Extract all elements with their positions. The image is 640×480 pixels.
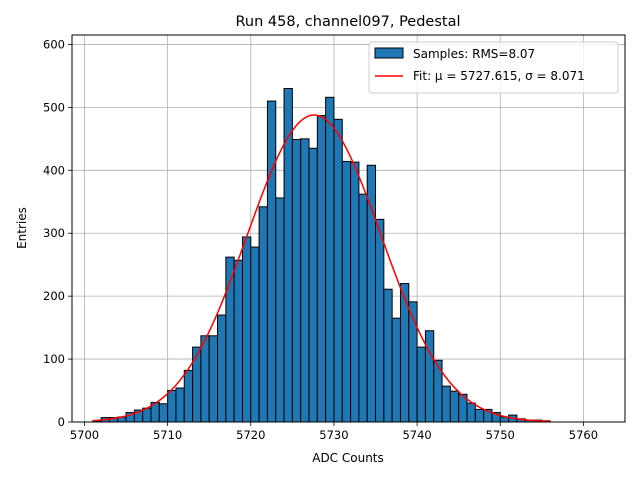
y-tick-label: 100 [43, 352, 65, 366]
histogram-bar [308, 147, 318, 423]
histogram-bar [217, 314, 227, 423]
histogram-bar [341, 160, 352, 423]
x-tick-label: 5760 [569, 428, 598, 442]
histogram-bar [350, 161, 360, 423]
y-tick-label: 0 [58, 415, 65, 429]
histogram-bar [325, 96, 335, 423]
histogram-bar [441, 385, 451, 423]
x-tick-label: 5730 [319, 428, 348, 442]
histogram-bar [241, 236, 252, 423]
legend: Samples: RMS=8.07 Fit: μ = 5727.615, σ =… [368, 41, 619, 94]
histogram-bar [175, 387, 185, 423]
x-tick-label: 5700 [70, 428, 99, 442]
chart-title: Run 458, channel097, Pedestal [235, 14, 460, 30]
histogram-bar [233, 259, 243, 423]
histogram-bar [250, 246, 260, 423]
histogram-bar [258, 206, 268, 423]
histogram-bar [333, 118, 343, 423]
histogram-bar [183, 369, 194, 423]
y-tick-label: 600 [43, 37, 65, 51]
legend-histogram-swatch [374, 47, 404, 59]
histogram-bar [383, 288, 393, 423]
histogram-bar [192, 346, 202, 423]
histogram-bar [449, 390, 460, 423]
histogram-bar [316, 115, 327, 423]
x-axis-label: ADC Counts [312, 451, 384, 465]
legend-histogram-label: Samples: RMS=8.07 [413, 47, 535, 61]
x-tick-label: 5740 [402, 428, 431, 442]
histogram-bar [275, 197, 285, 423]
histogram-bar [266, 100, 277, 423]
histogram-bar [466, 402, 476, 423]
histogram-bar [366, 164, 377, 423]
histogram-bar [358, 193, 368, 423]
y-tick-label: 200 [43, 289, 65, 303]
histogram-bar [300, 138, 310, 423]
y-tick-label: 400 [43, 163, 65, 177]
histogram-bar [200, 335, 210, 423]
histogram-bar [391, 317, 401, 423]
x-tick-label: 5720 [236, 428, 265, 442]
histogram-bar [167, 390, 177, 423]
histogram-bar [283, 87, 293, 423]
legend-box [368, 41, 619, 94]
x-tick-label: 5710 [153, 428, 182, 442]
x-axis-ticks: 5700 5710 5720 5730 5740 5750 5760 [70, 422, 598, 442]
y-axis-ticks: 0 100 200 300 400 500 600 [43, 37, 72, 429]
histogram-bar [291, 138, 302, 423]
histogram-bar [474, 408, 485, 423]
histogram-bars [92, 87, 551, 423]
histogram-bar [208, 335, 219, 423]
fit-curve [92, 114, 551, 423]
fit-curve-group [92, 114, 551, 423]
histogram-bar [424, 330, 435, 423]
histogram-bar [158, 403, 169, 423]
legend-fit-label: Fit: μ = 5727.615, σ = 8.071 [413, 69, 585, 83]
y-tick-label: 500 [43, 100, 65, 114]
y-tick-label: 300 [43, 226, 65, 240]
histogram-bar [375, 218, 385, 423]
x-tick-label: 5750 [486, 428, 515, 442]
y-axis-label: Entries [15, 207, 29, 249]
histogram-bar [416, 346, 426, 423]
plot-frame [71, 34, 626, 423]
